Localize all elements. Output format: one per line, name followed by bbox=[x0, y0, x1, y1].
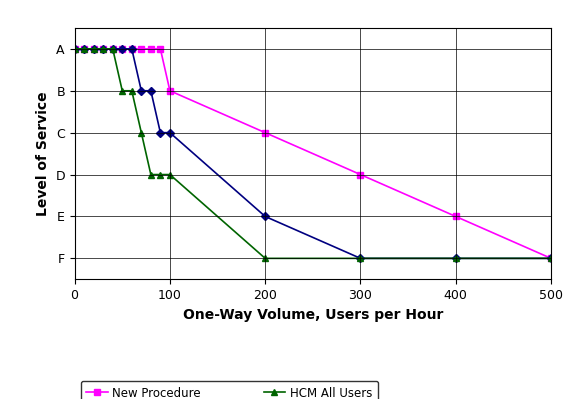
HCM Bike and Ped. Only bbox=[262, 214, 269, 219]
HCM All Users bbox=[119, 89, 126, 93]
HCM Bike and Ped. Only bbox=[148, 89, 154, 93]
New Procedure bbox=[100, 47, 107, 51]
HCM All Users bbox=[357, 256, 364, 261]
New Procedure bbox=[71, 47, 78, 51]
HCM Bike and Ped. Only bbox=[157, 130, 164, 135]
New Procedure bbox=[119, 47, 126, 51]
HCM All Users bbox=[90, 47, 97, 51]
New Procedure bbox=[262, 130, 269, 135]
HCM All Users bbox=[548, 256, 554, 261]
HCM Bike and Ped. Only bbox=[119, 47, 126, 51]
HCM All Users bbox=[109, 47, 116, 51]
HCM All Users bbox=[157, 172, 164, 177]
New Procedure bbox=[548, 256, 554, 261]
HCM Bike and Ped. Only bbox=[357, 256, 364, 261]
X-axis label: One-Way Volume, Users per Hour: One-Way Volume, Users per Hour bbox=[183, 308, 443, 322]
New Procedure bbox=[129, 47, 135, 51]
New Procedure bbox=[148, 47, 154, 51]
HCM Bike and Ped. Only bbox=[129, 47, 135, 51]
HCM All Users bbox=[129, 89, 135, 93]
Y-axis label: Level of Service: Level of Service bbox=[36, 91, 50, 216]
New Procedure bbox=[452, 214, 459, 219]
HCM All Users bbox=[148, 172, 154, 177]
HCM Bike and Ped. Only bbox=[90, 47, 97, 51]
Line: HCM Bike and Ped. Only: HCM Bike and Ped. Only bbox=[72, 46, 554, 261]
HCM Bike and Ped. Only bbox=[100, 47, 107, 51]
HCM Bike and Ped. Only bbox=[166, 130, 173, 135]
HCM All Users bbox=[100, 47, 107, 51]
New Procedure bbox=[357, 172, 364, 177]
New Procedure bbox=[81, 47, 88, 51]
HCM All Users bbox=[138, 130, 145, 135]
HCM Bike and Ped. Only bbox=[138, 89, 145, 93]
HCM Bike and Ped. Only bbox=[548, 256, 554, 261]
Line: New Procedure: New Procedure bbox=[72, 46, 554, 261]
HCM All Users bbox=[71, 47, 78, 51]
HCM All Users bbox=[452, 256, 459, 261]
New Procedure bbox=[166, 89, 173, 93]
HCM Bike and Ped. Only bbox=[71, 47, 78, 51]
HCM Bike and Ped. Only bbox=[452, 256, 459, 261]
New Procedure bbox=[138, 47, 145, 51]
New Procedure bbox=[109, 47, 116, 51]
HCM Bike and Ped. Only bbox=[109, 47, 116, 51]
HCM All Users bbox=[81, 47, 88, 51]
HCM All Users bbox=[166, 172, 173, 177]
Line: HCM All Users: HCM All Users bbox=[72, 46, 554, 261]
New Procedure bbox=[157, 47, 164, 51]
HCM Bike and Ped. Only bbox=[81, 47, 88, 51]
HCM All Users bbox=[262, 256, 269, 261]
Legend: New Procedure, HCM Bike and Ped. Only, HCM All Users: New Procedure, HCM Bike and Ped. Only, H… bbox=[80, 381, 378, 399]
New Procedure bbox=[90, 47, 97, 51]
